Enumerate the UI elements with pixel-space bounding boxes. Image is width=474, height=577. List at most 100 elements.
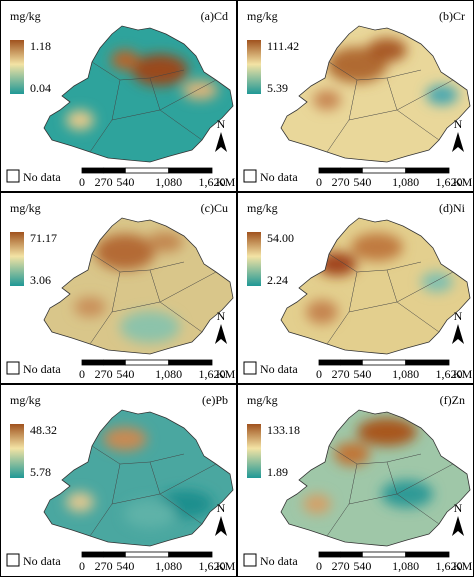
hotspot [66,110,94,130]
hotspot [124,500,176,528]
scale-tick: 1,080 [155,559,182,573]
scale-tick: 270 [332,559,350,573]
no-data-swatch [6,169,20,183]
hotspot [381,480,433,508]
map-panel: mg/kg (e)Pb 48.32 5.78 N No data 0 270 540 1,080 1… [0,384,237,577]
county-boundaries [326,253,454,345]
map-panel: mg/kg (a)Cd 1.18 0.04 N No data 0 270 540 1,080 1,… [0,0,237,192]
scale-tick: 1,620 [436,367,463,381]
scale-segment [361,551,407,558]
legend-ramp [10,424,24,478]
north-label: N [454,501,463,515]
legend-min: 0.04 [30,81,51,95]
hotspot [303,494,331,514]
legend-max: 133.18 [267,423,300,437]
north-arrow [452,132,464,152]
scale-unit: KM [216,367,236,381]
scale-segment [81,359,105,366]
map-panel: mg/kg (c)Cu 71.17 3.06 N No data 0 270 540 1,080 1… [0,192,237,384]
scale-tick: 1,080 [392,367,419,381]
scale-segment [81,551,105,558]
hotspot [95,234,155,270]
scale-segment [318,167,342,174]
scale-tick: 1,620 [436,175,463,189]
map-hotspots [74,232,183,343]
north-arrow [215,324,227,344]
scale-unit: KM [216,175,236,189]
scale-segment [340,359,363,366]
legend-max: 111.42 [267,39,299,53]
no-data-label: No data [260,170,298,184]
panel-label: (f)Zn [440,393,465,407]
legend-max: 71.17 [30,231,57,245]
no-data-swatch [6,553,20,567]
scale-tick: 270 [332,367,350,381]
scale-unit: KM [216,559,236,573]
map-panel: mg/kg (d)Ni 54.00 2.24 N No data 0 270 540 1,080 1… [237,192,474,384]
county-boundaries [326,445,454,537]
scale-segment [361,359,407,366]
hotspot [147,232,183,252]
north-arrow [215,516,227,536]
map-surface [44,218,233,354]
unit-label: mg/kg [247,393,278,407]
scale-tick: 270 [95,367,113,381]
scale-tick: 0 [316,559,322,573]
scale-segment [124,167,170,174]
scale-unit: KM [453,559,473,573]
scale-tick: 270 [95,175,113,189]
legend-ramp [247,424,261,478]
north-arrow [452,324,464,344]
scale-tick: 0 [316,175,322,189]
scale-tick: 0 [79,367,85,381]
unit-label: mg/kg [10,9,41,23]
scale-segment [124,551,170,558]
map-hotspots [313,38,458,110]
scale-tick: 1,620 [199,175,226,189]
hotspot [306,300,338,324]
north-arrow [215,132,227,152]
legend-min: 3.06 [30,273,51,287]
hotspot [313,90,341,110]
north-label: N [217,117,226,131]
map-panel: mg/kg (f)Zn 133.18 1.89 N No data 0 270 540 1,080… [237,384,474,577]
north-label: N [454,309,463,323]
hotspot [111,50,139,70]
scale-tick: 1,620 [199,367,226,381]
hotspot [421,272,453,292]
scale-unit: KM [453,367,473,381]
scale-tick: 540 [353,175,371,189]
hotspot [334,442,370,466]
unit-label: mg/kg [247,201,278,215]
scale-tick: 1,080 [392,559,419,573]
no-data-swatch [243,553,257,567]
county-boundaries [326,61,454,153]
scale-segment [405,167,450,174]
hotspot [426,85,458,105]
no-data-swatch [243,169,257,183]
map-hotspots [303,418,433,514]
panel-label: (a)Cd [201,9,228,23]
scale-tick: 1,080 [155,175,182,189]
panel-label: (d)Ni [439,201,466,215]
legend-ramp [10,40,24,94]
scale-tick: 0 [79,175,85,189]
north-arrow [452,516,464,536]
no-data-swatch [243,361,257,375]
north-label: N [454,117,463,131]
north-label: N [217,309,226,323]
scale-tick: 1,620 [436,559,463,573]
scale-tick: 0 [316,367,322,381]
scale-segment [340,551,363,558]
hotspot [74,297,106,317]
scale-tick: 270 [95,559,113,573]
scale-tick: 1,620 [199,559,226,573]
no-data-swatch [6,361,20,375]
map-hotspots [66,50,218,130]
scale-tick: 1,080 [392,175,419,189]
scale-unit: KM [453,175,473,189]
scale-segment [81,167,105,174]
no-data-label: No data [260,554,298,568]
hotspot [66,492,94,512]
scale-segment [103,551,126,558]
